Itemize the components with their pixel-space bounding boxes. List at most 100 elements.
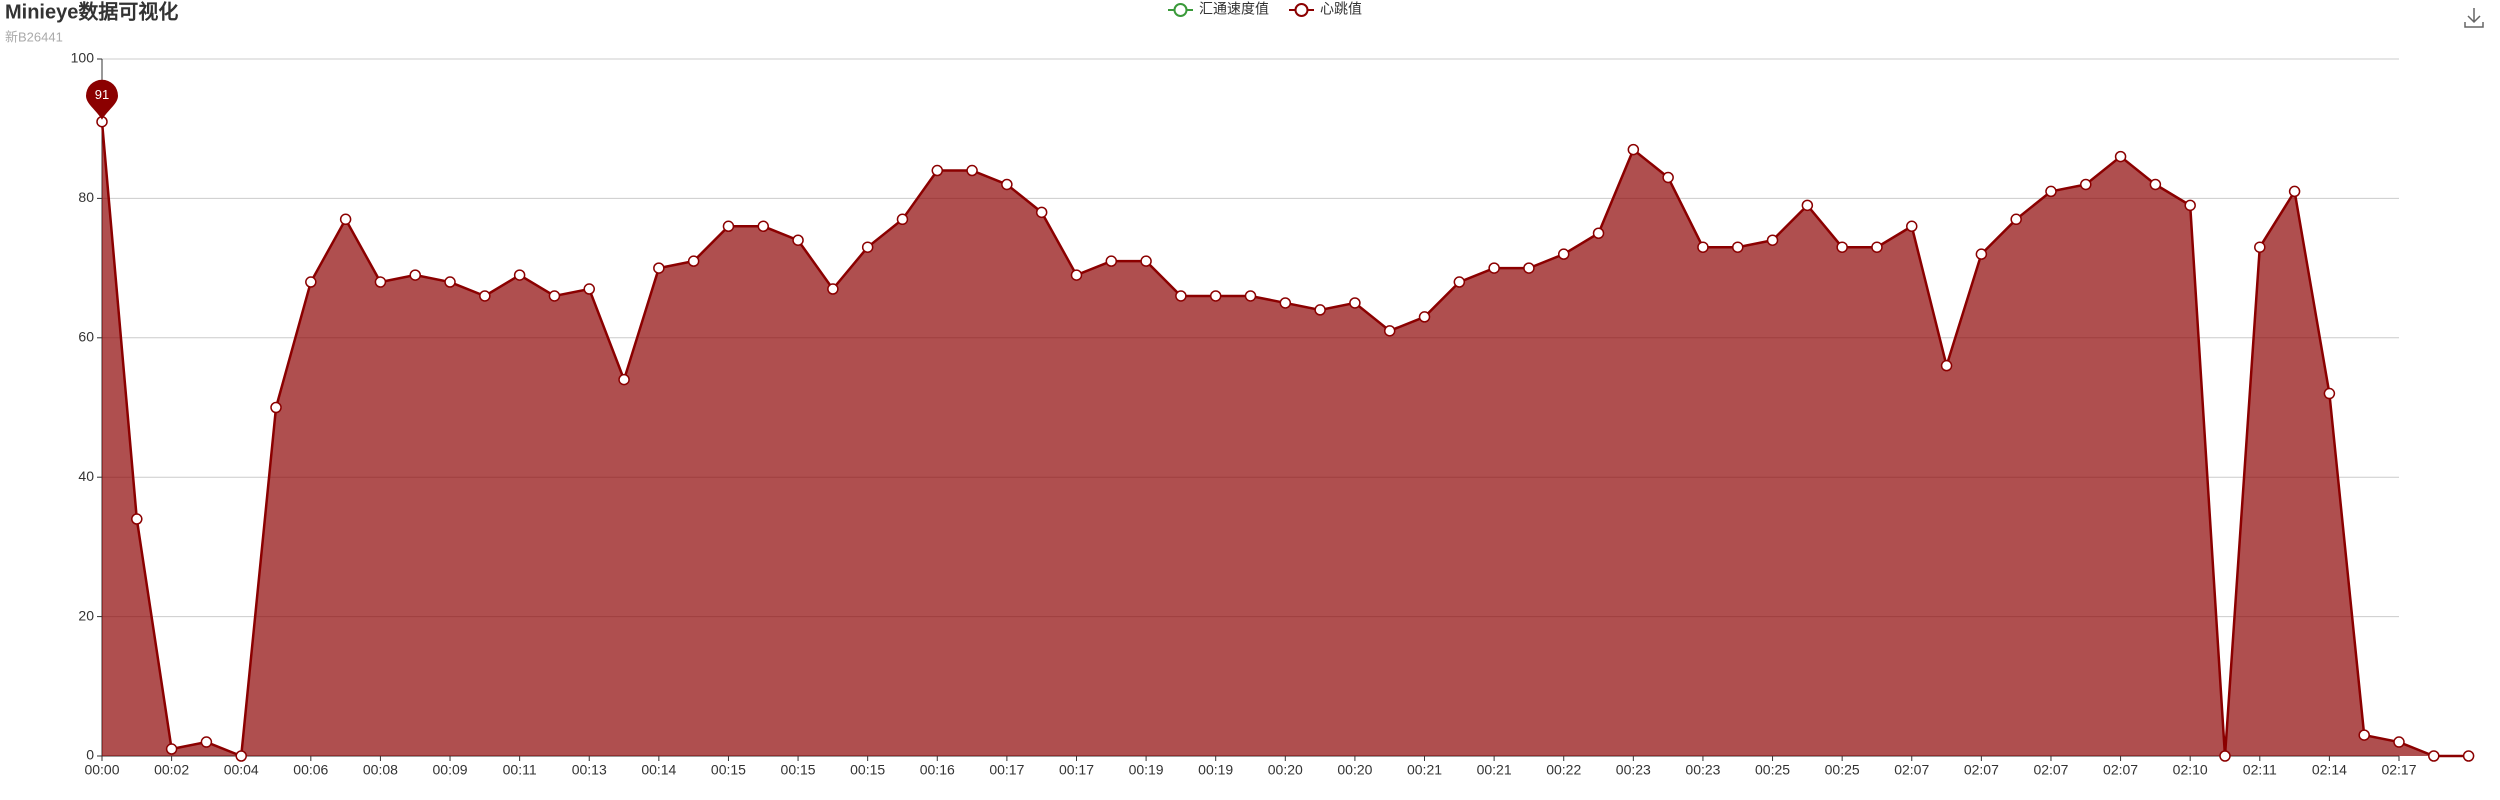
point — [200, 736, 213, 748]
point — [1557, 248, 1570, 260]
x-tick-label: 00:09 — [433, 762, 468, 778]
point — [305, 276, 317, 288]
point — [792, 234, 804, 246]
x-tick-label: 02:14 — [2312, 762, 2347, 778]
x-tick-label: 00:14 — [641, 762, 676, 778]
x-tick-label: 00:23 — [1685, 762, 1720, 778]
point — [1627, 143, 1640, 156]
point — [1035, 206, 1048, 219]
mark-pin — [86, 79, 118, 120]
x-tick-label: 00:21 — [1407, 762, 1442, 778]
x-tick-label: 00:17 — [1059, 762, 1094, 778]
point — [2045, 185, 2057, 198]
point — [1871, 241, 1883, 253]
x-tick-label: 02:07 — [1964, 762, 1999, 778]
point — [339, 213, 352, 226]
point — [513, 269, 526, 281]
point — [1279, 297, 1292, 309]
point — [653, 262, 665, 274]
x-tick-label: 02:11 — [2243, 762, 2277, 778]
point — [1349, 297, 1361, 309]
chart-title: Minieye数据可视化 — [5, 0, 178, 23]
y-tick-label: 80 — [78, 189, 94, 205]
y-tick-label: 0 — [86, 747, 94, 763]
point — [1731, 241, 1744, 253]
x-tick-label: 00:25 — [1755, 762, 1790, 778]
point — [1140, 255, 1152, 267]
x-tick-label: 00:04 — [224, 762, 259, 778]
point — [2184, 199, 2196, 212]
point — [1836, 241, 1848, 253]
point — [2288, 185, 2301, 198]
point — [374, 276, 387, 288]
x-tick-label: 00:08 — [363, 762, 398, 778]
point — [2010, 213, 2022, 226]
point — [687, 255, 700, 267]
y-tick-label: 60 — [78, 329, 94, 345]
download-icon[interactable] — [2464, 8, 2484, 28]
x-tick-label: 00:15 — [850, 762, 885, 778]
x-tick-label: 00:16 — [920, 762, 955, 778]
chart-subtitle: 新B26441 — [5, 29, 63, 44]
point — [2393, 736, 2405, 748]
point — [131, 513, 143, 525]
point — [1209, 290, 1222, 302]
point — [1801, 199, 1814, 212]
point — [2219, 750, 2231, 762]
x-tick-label: 02:07 — [1894, 762, 1929, 778]
x-tick-label: 02:17 — [2381, 762, 2416, 778]
point — [2462, 750, 2475, 762]
y-tick-label: 100 — [71, 50, 95, 66]
point — [583, 283, 595, 295]
legend-label: 心跳值 — [1320, 1, 1362, 17]
x-tick-label: 00:19 — [1198, 762, 1233, 778]
point — [1488, 262, 1500, 274]
point — [1383, 325, 1396, 337]
x-tick-label: 00:19 — [1129, 762, 1164, 778]
point — [165, 743, 178, 755]
x-tick-label: 00:06 — [293, 762, 328, 778]
legend-marker — [1173, 3, 1188, 17]
x-tick-label: 00:23 — [1616, 762, 1651, 778]
point — [2080, 178, 2092, 191]
point — [235, 750, 247, 762]
x-tick-label: 00:22 — [1546, 762, 1581, 778]
y-tick-label: 20 — [78, 607, 94, 623]
point — [2254, 241, 2266, 253]
area — [102, 121, 2469, 757]
point — [1001, 178, 1013, 191]
x-tick-label: 02:10 — [2173, 762, 2208, 778]
point — [444, 276, 456, 288]
point — [1697, 241, 1709, 253]
point — [548, 290, 561, 302]
x-tick-label: 00:20 — [1268, 762, 1303, 778]
mark-label: 91 — [95, 87, 109, 102]
point — [827, 283, 839, 295]
point — [1975, 248, 1988, 260]
x-tick-label: 00:21 — [1477, 762, 1512, 778]
point — [1453, 276, 1466, 288]
point — [1592, 227, 1605, 239]
point — [1906, 220, 1918, 233]
x-tick-label: 00:15 — [711, 762, 746, 778]
point — [1766, 234, 1779, 246]
point — [2428, 750, 2440, 762]
point — [1244, 290, 1257, 302]
point — [1314, 304, 1326, 316]
point — [896, 213, 909, 226]
legend-marker — [1294, 3, 1309, 17]
x-tick-label: 00:25 — [1825, 762, 1860, 778]
point — [2358, 729, 2370, 741]
x-tick-label: 02:07 — [2103, 762, 2138, 778]
point — [2149, 178, 2162, 191]
legend-label: 汇通速度值 — [1199, 1, 1269, 17]
point — [1418, 311, 1431, 323]
point — [861, 241, 874, 253]
x-tick-label: 00:13 — [572, 762, 607, 778]
x-tick-label: 00:20 — [1337, 762, 1372, 778]
point — [270, 401, 282, 414]
x-tick-label: 00:00 — [84, 762, 119, 778]
point — [479, 290, 491, 302]
y-tick-label: 40 — [78, 468, 94, 484]
